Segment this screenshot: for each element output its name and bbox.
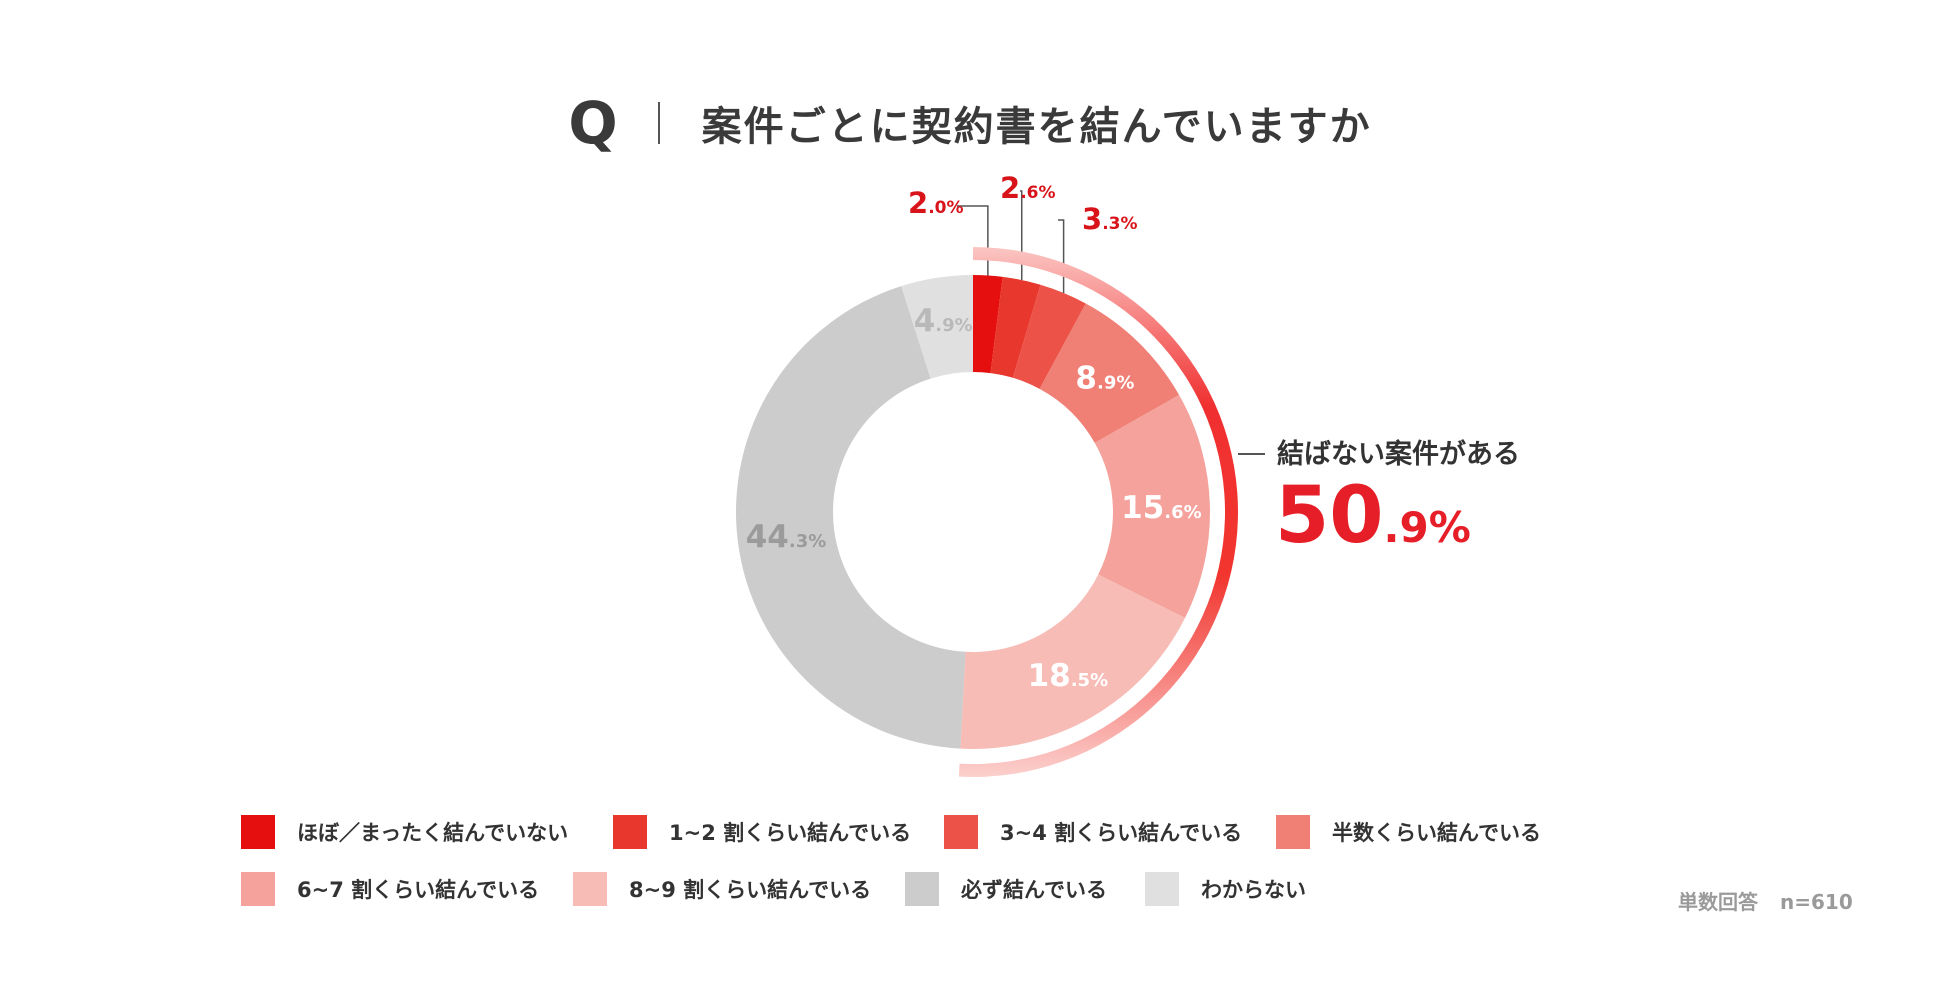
slice-7 [735, 286, 966, 749]
legend-swatch [944, 815, 978, 849]
legend-label: 3~4 割くらい結んでいる [1000, 821, 1243, 845]
legend-swatch [241, 815, 275, 849]
legend-label: わからない [1201, 878, 1306, 902]
leader-line-2 [1020, 190, 1023, 281]
legend-swatch [613, 815, 647, 849]
highlight-value: 50.9% [1275, 471, 1471, 561]
slice-label-4: 8.9% [1075, 360, 1134, 396]
legend-item-7: 必ず結んでいる [905, 872, 1107, 906]
legend-item-2: 1~2 割くらい結んでいる [613, 815, 911, 849]
legend-label: 必ず結んでいる [961, 878, 1107, 902]
legend-label: 6~7 割くらい結んでいる [297, 878, 540, 902]
slices [735, 275, 1210, 750]
legend-swatch [905, 872, 939, 906]
legend-item-6: 8~9 割くらい結んでいる [573, 872, 871, 906]
slice-1 [973, 275, 1003, 374]
slice-label-5: 15.6% [1121, 490, 1202, 526]
footnote: 単数回答 n=610 [1678, 886, 1853, 915]
legend-swatch [1145, 872, 1179, 906]
legend-item-3: 3~4 割くらい結んでいる [944, 815, 1242, 849]
legend-swatch [241, 872, 275, 906]
slice-label-1: 2.0% [908, 186, 964, 220]
slice-4 [1039, 303, 1180, 443]
slice-label-3: 3.3% [1082, 202, 1138, 236]
legend-item-5: 6~7 割くらい結んでいる [241, 872, 539, 906]
legend-swatch [1276, 815, 1310, 849]
sample-size: n=610 [1780, 890, 1853, 914]
slice-8 [901, 275, 973, 379]
answer-type: 単数回答 [1678, 890, 1758, 914]
legend-item-1: ほぼ／まったく結んでいない [241, 815, 568, 849]
slice-2 [990, 276, 1041, 378]
slice-6 [960, 574, 1186, 750]
slice-3 [1012, 284, 1086, 389]
legend-label: 8~9 割くらい結んでいる [629, 878, 872, 902]
legend-item-8: わからない [1145, 872, 1306, 906]
highlight-label: 結ばない案件がある [1277, 438, 1520, 470]
legend-label: 半数くらい結んでいる [1332, 821, 1541, 845]
slice-labels: 2.0% 2.6% 3.3% 8.9% 15.6% 18.5% 44.3% 4.9% [746, 171, 1202, 694]
slice-5 [1094, 395, 1210, 618]
title-separator [657, 102, 660, 144]
slice-label-6: 18.5% [1028, 658, 1109, 694]
legend-item-4: 半数くらい結んでいる [1276, 815, 1541, 849]
legend-swatch [573, 872, 607, 906]
slice-label-2: 2.6% [1000, 171, 1056, 205]
slice-label-8: 4.9% [914, 303, 973, 339]
question-mark: Q [568, 89, 618, 157]
legend-label: 1~2 割くらい結んでいる [669, 821, 912, 845]
question-text: 案件ごとに契約書を結んでいますか [701, 104, 1372, 150]
chart-title: Q 案件ごとに契約書を結んでいますか [0, 88, 1940, 158]
leader-line-3 [1058, 219, 1065, 294]
slice-label-7: 44.3% [746, 519, 827, 555]
legend-label: ほぼ／まったく結んでいない [297, 821, 569, 845]
